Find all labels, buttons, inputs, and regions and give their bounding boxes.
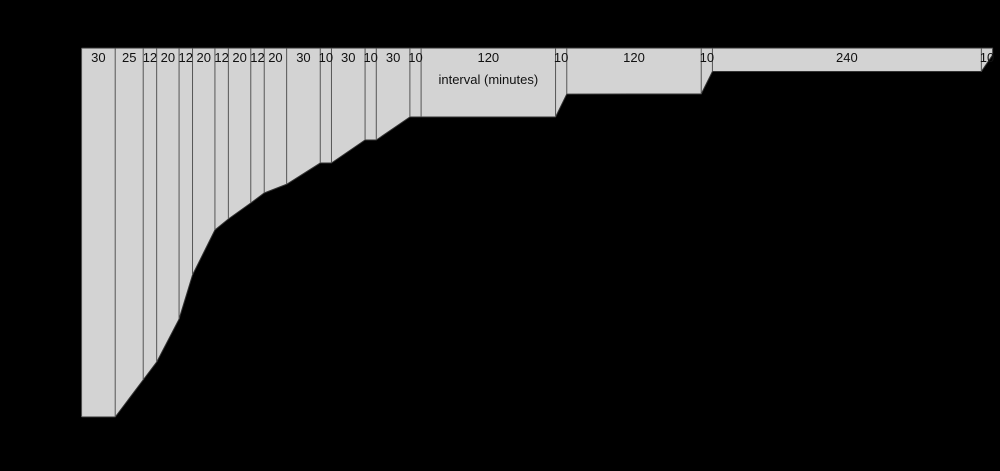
svg-text:20: 20 — [196, 50, 210, 65]
svg-text:12: 12 — [179, 50, 193, 65]
svg-text:10: 10 — [408, 50, 422, 65]
svg-text:30: 30 — [296, 50, 310, 65]
svg-text:120: 120 — [623, 50, 645, 65]
svg-text:30: 30 — [386, 50, 400, 65]
svg-text:20: 20 — [268, 50, 282, 65]
svg-text:interval (minutes): interval (minutes) — [438, 72, 538, 87]
svg-text:10: 10 — [980, 50, 994, 65]
svg-text:20: 20 — [161, 50, 175, 65]
svg-text:10: 10 — [363, 50, 377, 65]
svg-text:10: 10 — [700, 50, 714, 65]
svg-text:10: 10 — [554, 50, 568, 65]
svg-text:30: 30 — [341, 50, 355, 65]
svg-text:12: 12 — [143, 50, 157, 65]
svg-text:120: 120 — [477, 50, 499, 65]
svg-text:12: 12 — [250, 50, 264, 65]
svg-text:12: 12 — [214, 50, 228, 65]
svg-text:20: 20 — [232, 50, 246, 65]
svg-text:10: 10 — [319, 50, 333, 65]
svg-text:240: 240 — [836, 50, 858, 65]
svg-text:30: 30 — [91, 50, 105, 65]
svg-text:25: 25 — [122, 50, 136, 65]
